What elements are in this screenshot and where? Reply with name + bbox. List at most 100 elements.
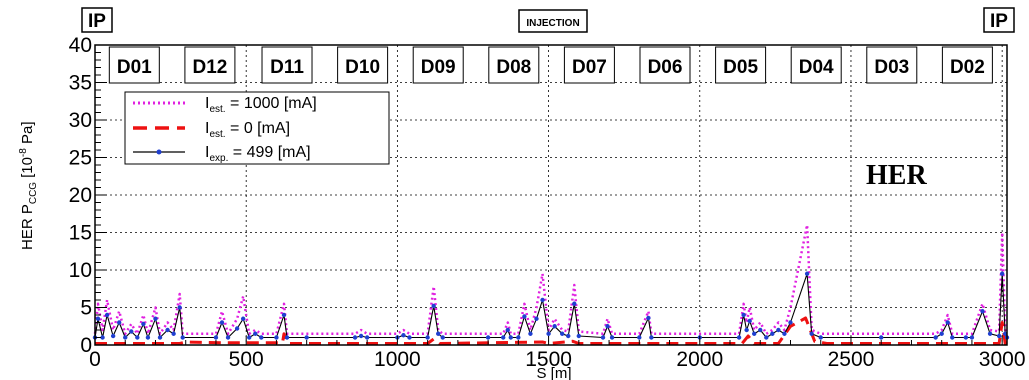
legend-entry-est-0: Iest. = 0 [mA]: [133, 120, 290, 140]
data-point: [352, 335, 358, 340]
data-point: [110, 333, 116, 339]
data-point: [546, 331, 551, 336]
data-point: [566, 333, 571, 339]
sector-box: [488, 46, 540, 84]
data-point: [436, 331, 441, 336]
data-point: [559, 331, 565, 336]
svg-text:Iexp. = 499 [mA]: Iexp. = 499 [mA]: [205, 144, 311, 164]
x-tick-label: 500: [229, 348, 264, 371]
data-point: [770, 331, 775, 336]
data-point: [980, 309, 985, 314]
ylabel-main: HER P: [19, 204, 36, 250]
data-point: [576, 333, 582, 339]
top-labels: IP INJECTION IP: [81, 7, 1015, 33]
legend-entry-exp: Iexp. = 499 [mA]: [133, 144, 311, 164]
injection-box: [518, 9, 588, 33]
data-point: [407, 335, 412, 340]
x-tick-label: 2000: [676, 348, 723, 371]
x-tick-label: 1000: [374, 348, 421, 371]
data-point: [180, 335, 185, 340]
data-point: [304, 335, 309, 340]
sector-box: [108, 46, 160, 84]
data-point: [284, 335, 290, 340]
data-point: [153, 316, 158, 321]
legend-2-text: = 0 [mA]: [226, 120, 290, 137]
sector-box: [639, 46, 691, 84]
data-point: [358, 333, 364, 339]
data-point: [145, 335, 151, 340]
data-point: [440, 335, 445, 340]
x-axis-title: S [m]: [536, 365, 571, 380]
ip-left-box: [81, 7, 113, 33]
sector-box: [261, 46, 313, 84]
legend-2-main: I: [205, 120, 209, 137]
data-point: [804, 271, 810, 276]
data-point: [508, 335, 513, 340]
data-point: [234, 326, 240, 331]
data-point: [788, 320, 793, 325]
ylabel-sub: CCG: [28, 182, 39, 204]
ylabel-exp: -8: [18, 148, 29, 157]
data-point: [129, 329, 134, 334]
sector-box: [790, 46, 842, 84]
data-point: [135, 335, 140, 340]
sector-label: D05: [723, 57, 758, 78]
sector-box: [563, 46, 615, 84]
data-point: [281, 312, 287, 318]
x-tick-label: 2500: [828, 348, 875, 371]
data-point: [116, 320, 122, 325]
y-tick-label: 10: [69, 259, 92, 282]
svg-text:Iest. = 1000 [mA]: Iest. = 1000 [mA]: [205, 95, 317, 115]
data-point: [741, 312, 746, 318]
data-point: [528, 331, 533, 336]
data-point: [950, 335, 955, 340]
y-tick-label: 0: [80, 334, 92, 357]
sector-box: [184, 46, 236, 84]
data-point: [219, 320, 225, 325]
sector-boxes: D01 D12 D11 D10 D09 D08 D07 D06 D05 D04 D03 D02: [108, 46, 993, 84]
data-point: [996, 333, 1002, 339]
data-point: [963, 335, 969, 340]
data-point: [100, 335, 105, 340]
axis-ticks: 0 500 1000 1500 2000 2500 3000 0 5 10 15 20 25 30 35 40: [69, 34, 1026, 371]
sector-box: [337, 46, 389, 84]
data-point: [225, 335, 231, 340]
y-tick-label: 30: [69, 109, 92, 132]
legend-3-main: I: [205, 144, 209, 161]
x-tick-label: 3000: [979, 348, 1026, 371]
data-point: [501, 335, 506, 340]
sector-label: D07: [572, 57, 607, 78]
legend-1-main: I: [205, 95, 209, 112]
y-axis-title: HER PCCG [10-8 Pa]: [18, 121, 39, 250]
sector-label: D10: [345, 57, 380, 78]
data-point: [933, 335, 938, 340]
data-point: [637, 335, 642, 340]
sector-label: D01: [117, 57, 152, 78]
data-point: [605, 324, 610, 329]
sector-label: D11: [270, 57, 304, 78]
legend-1-text: = 1000 [mA]: [226, 95, 317, 112]
data-point: [818, 335, 823, 340]
data-point: [431, 303, 436, 309]
sector-label: D04: [799, 57, 834, 78]
data-point: [141, 321, 146, 327]
x-tick-label: 1500: [525, 348, 572, 371]
data-point: [505, 327, 510, 333]
data-point: [782, 331, 787, 336]
data-point: [758, 327, 763, 333]
data-point: [646, 315, 651, 321]
series-line: [95, 316, 1007, 345]
data-point: [649, 335, 654, 340]
data-point: [999, 271, 1005, 276]
data-point: [969, 335, 975, 340]
svg-text:Iest. = 0 [mA]: Iest. = 0 [mA]: [205, 120, 290, 140]
data-point: [165, 327, 170, 333]
data-point: [752, 331, 757, 336]
ip-right-box: [983, 7, 1015, 33]
injection-label: INJECTION: [526, 18, 579, 29]
sector-label: D12: [192, 57, 227, 78]
ip-left-label: IP: [88, 11, 106, 32]
y-tick-label: 25: [69, 147, 92, 170]
series-layer: [92, 223, 1010, 345]
data-point: [552, 324, 557, 329]
